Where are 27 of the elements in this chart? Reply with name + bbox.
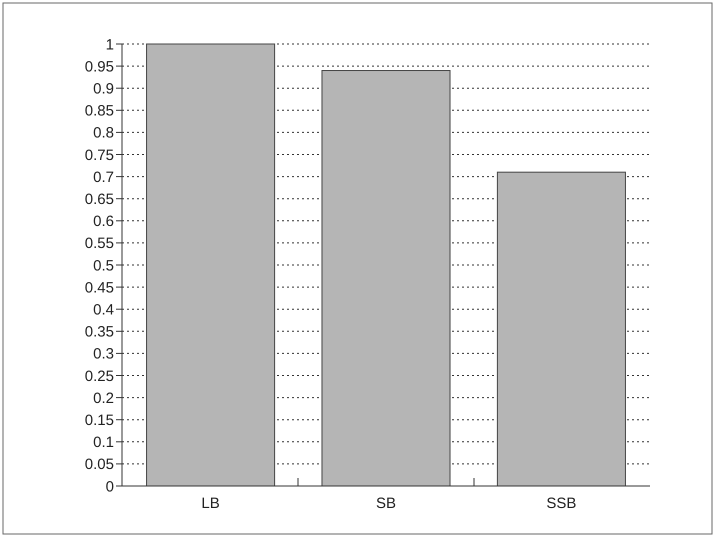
x-tick-label: LB xyxy=(201,495,220,512)
bar xyxy=(321,70,451,486)
y-tick-label: 0.9 xyxy=(93,80,114,98)
y-tick-label: 0.85 xyxy=(84,102,114,120)
y-tick-label: 0.4 xyxy=(93,301,114,318)
bar xyxy=(496,172,626,486)
y-tick-label: 0.45 xyxy=(84,279,114,296)
y-tick-label: 0.65 xyxy=(84,190,114,208)
y-tick-label: 0.75 xyxy=(84,146,114,164)
y-tick-label: 0.25 xyxy=(84,368,114,385)
y-tick-label: 0.05 xyxy=(84,456,114,474)
x-tick-label: SSB xyxy=(546,495,576,512)
y-tick-label: 0.35 xyxy=(84,324,114,341)
y-tick-label: 0 xyxy=(106,478,114,496)
y-tick-label: 0.8 xyxy=(93,124,114,142)
y-tick-label: 0.7 xyxy=(93,168,114,186)
y-tick-label: 0.95 xyxy=(84,58,114,76)
bar xyxy=(146,44,276,486)
y-tick-label: 0.2 xyxy=(93,390,114,407)
y-tick-label: 0.55 xyxy=(84,235,114,252)
x-tick-label: SB xyxy=(376,495,396,512)
y-tick-label: 0.6 xyxy=(93,213,114,230)
y-tick-label: 1 xyxy=(106,36,114,54)
y-tick-label: 0.3 xyxy=(93,346,114,363)
y-tick-label: 0.5 xyxy=(93,257,114,274)
y-tick-label: 0.1 xyxy=(93,434,114,452)
y-tick-label: 0.15 xyxy=(84,412,114,429)
